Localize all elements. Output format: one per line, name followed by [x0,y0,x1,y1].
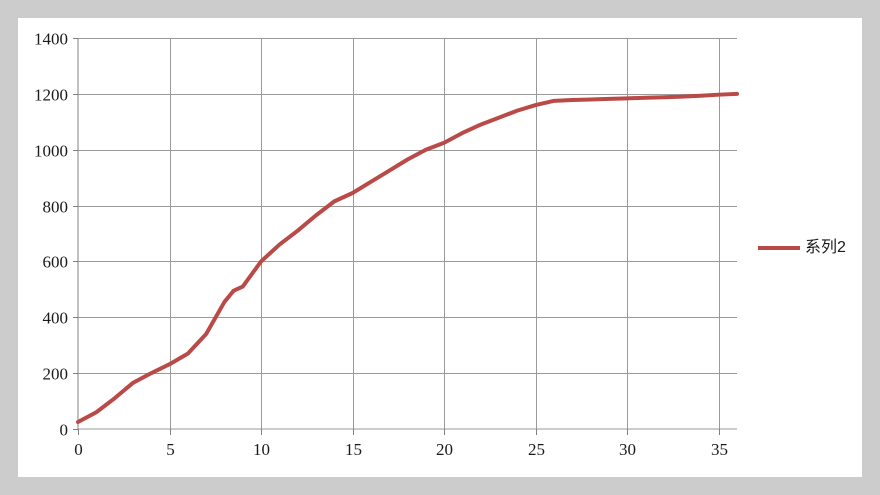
x-axis-ticks [78,429,720,435]
chart-card: 0 200 400 600 800 1000 1200 1400 0 5 10 15 20 25 30 35… [18,18,862,477]
x-tick-label-10: 10 [253,440,270,459]
y-axis-tick-labels: 0 200 400 600 800 1000 1200 1400 [34,30,68,440]
x-tick-label-15: 15 [345,440,362,459]
x-tick-label-20: 20 [436,440,453,459]
y-tick-label-200: 200 [43,365,69,384]
y-tick-label-800: 800 [43,198,69,217]
x-axis-tick-labels: 0 5 10 15 20 25 30 35 [74,440,728,459]
y-tick-label-400: 400 [43,309,69,328]
vertical-gridlines [170,38,720,429]
chart-legend[interactable]: 系列2 [758,238,846,256]
series-lines[interactable] [76,91,739,425]
y-axis-ticks [73,38,78,430]
y-tick-label-1200: 1200 [34,86,68,105]
x-tick-label-25: 25 [528,440,545,459]
line-chart[interactable]: 0 200 400 600 800 1000 1200 1400 0 5 10 15 20 25 30 35… [18,18,862,477]
y-tick-label-1000: 1000 [34,142,68,161]
legend-label-0[interactable]: 系列2 [805,238,846,256]
y-tick-label-1400: 1400 [34,30,68,49]
y-tick-label-600: 600 [43,253,69,272]
series-line-0[interactable] [76,91,739,425]
x-tick-label-5: 5 [166,440,175,459]
y-tick-label-0: 0 [60,421,69,440]
x-tick-label-30: 30 [619,440,636,459]
x-tick-label-0: 0 [74,440,83,459]
x-tick-label-35: 35 [711,440,728,459]
